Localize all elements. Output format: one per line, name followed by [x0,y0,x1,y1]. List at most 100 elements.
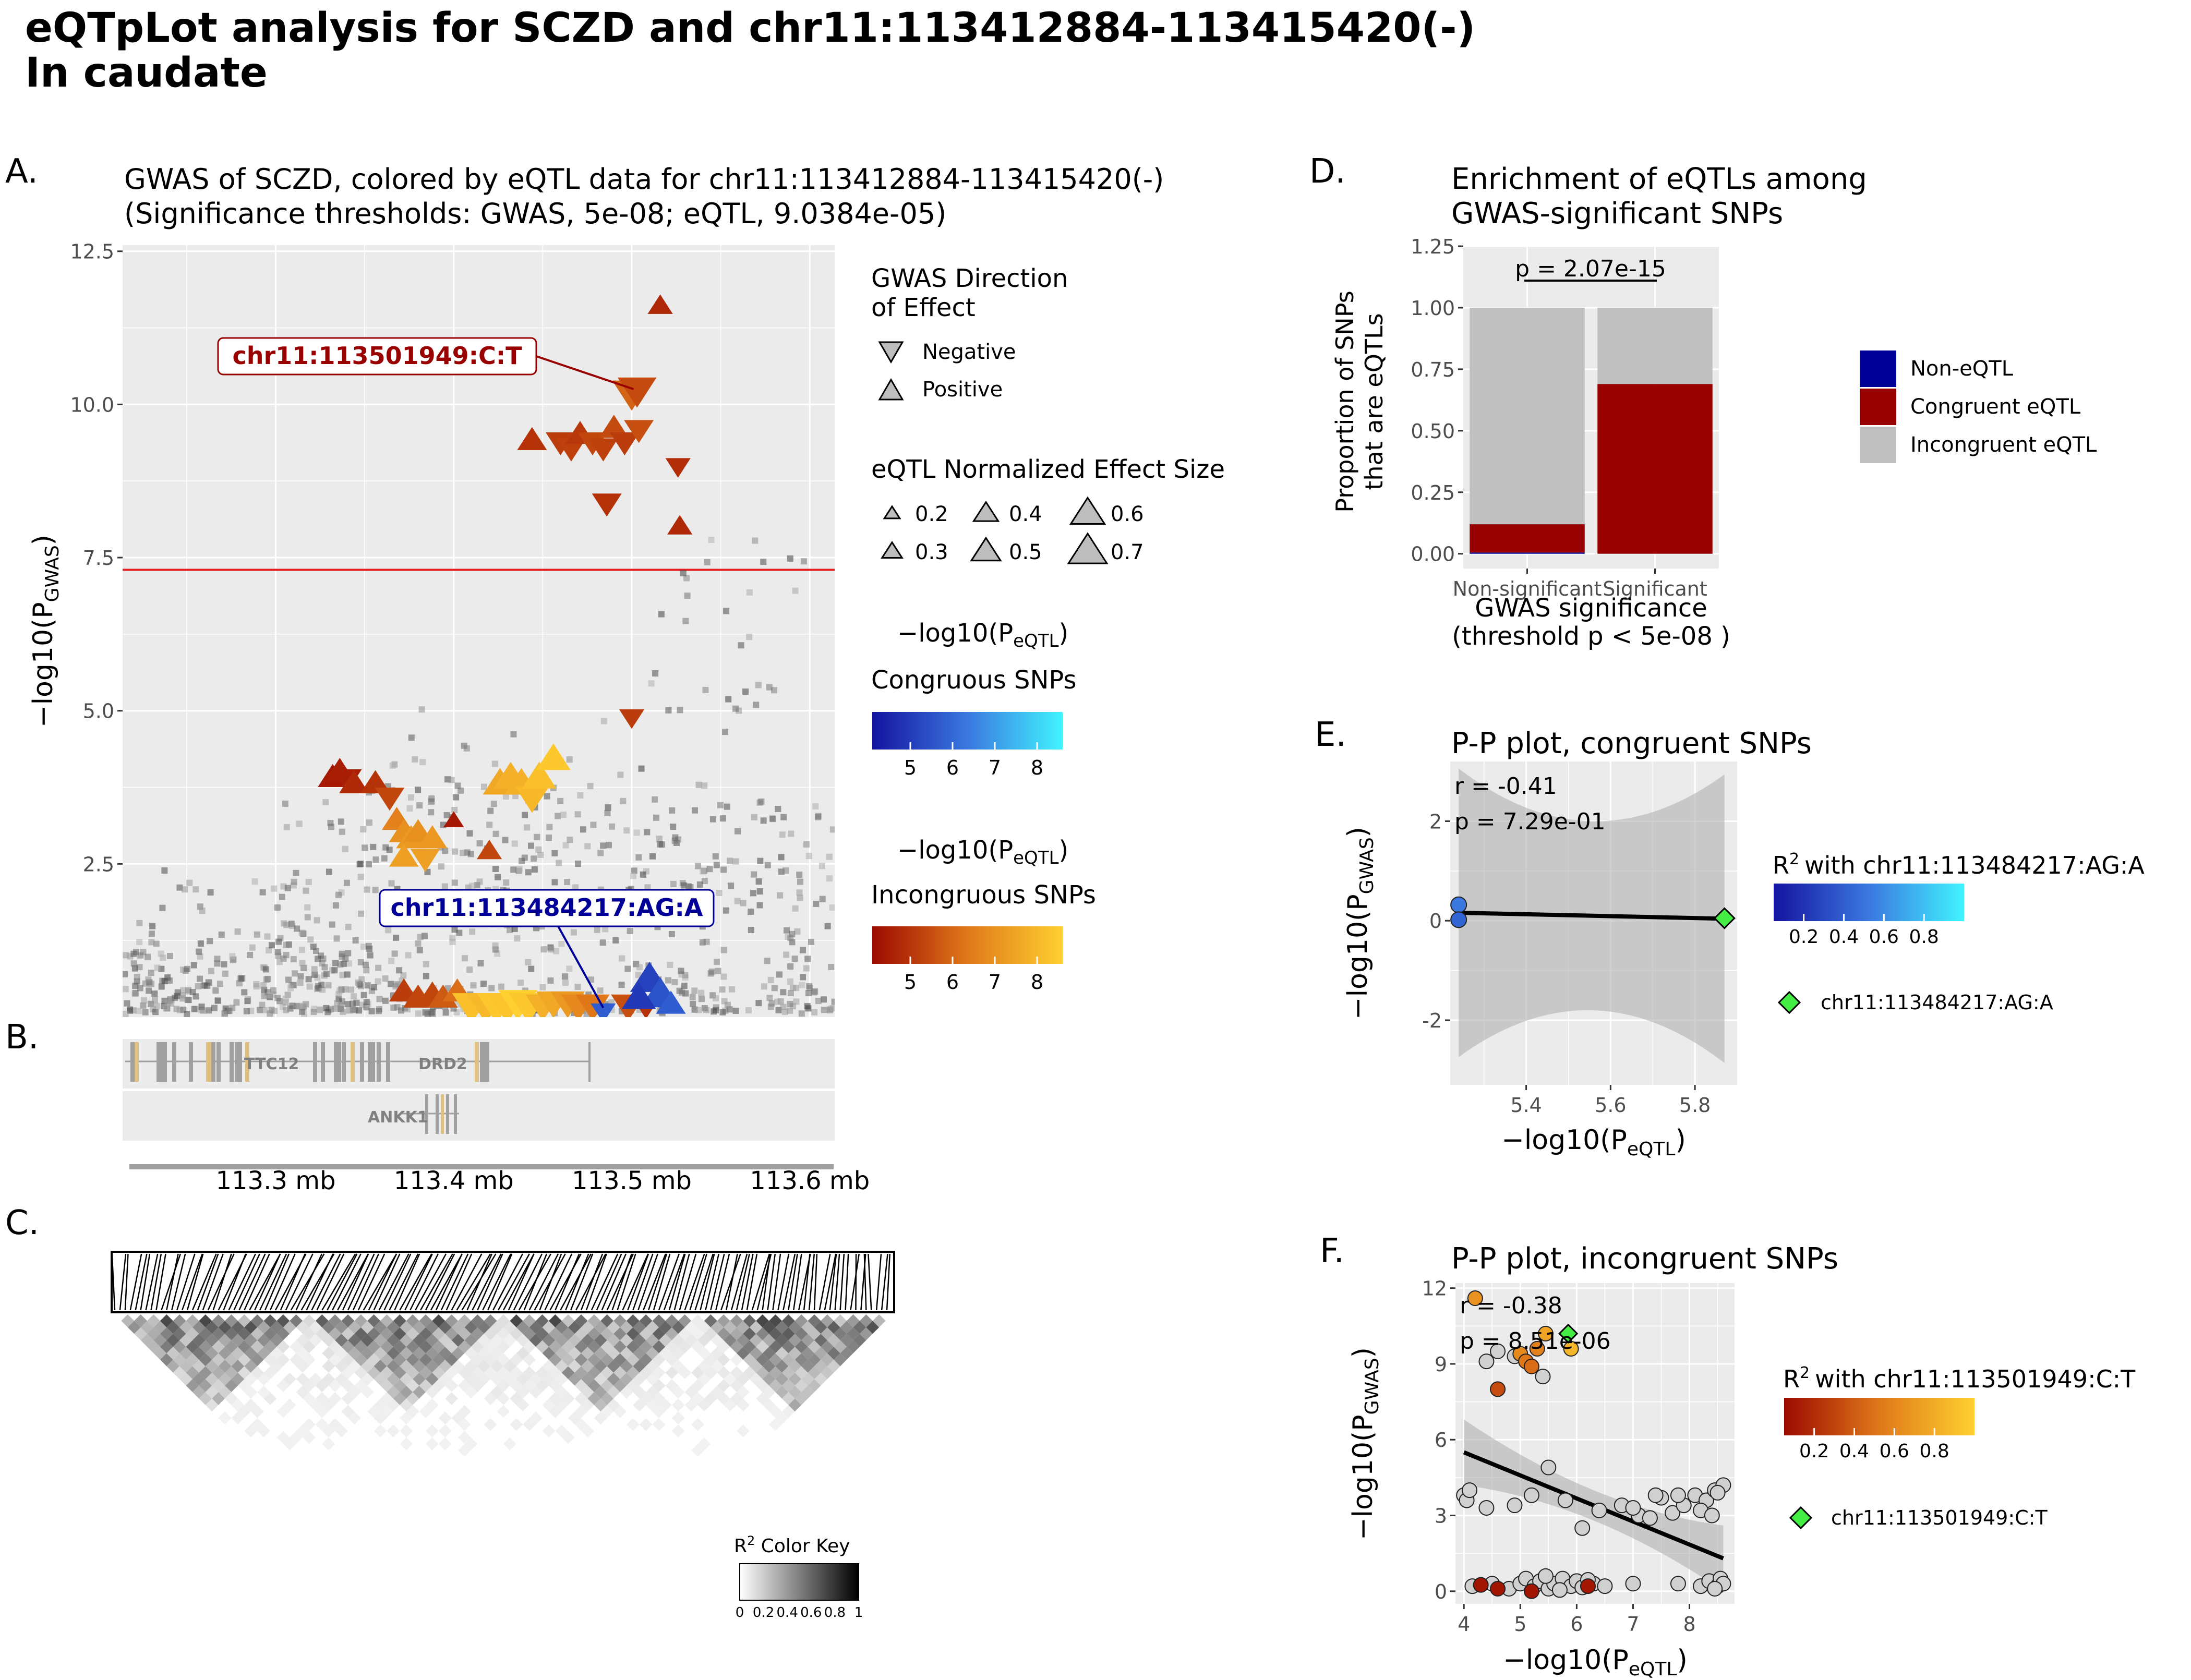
gwas-snp-point [740,900,747,907]
ld-color-key-tick-label: 0 [736,1605,744,1621]
ld-cell [671,1359,685,1373]
ld-position-line [295,1253,323,1311]
legend-swatch [1860,389,1896,425]
ld-position-line [886,1253,890,1311]
ld-cell [620,1385,633,1399]
gwas-snp-point [317,1006,323,1013]
panel-f-lead-legend-icon [1789,1506,1813,1530]
ld-position-line [249,1253,281,1311]
legend-label: Incongruent eQTL [1910,433,2097,457]
gwas-snp-point [304,914,311,921]
ld-cell [859,1314,873,1327]
ld-cell [859,1327,873,1340]
panel-a-title: GWAS of SCZD, colored by eQTL data for c… [124,163,1164,196]
eqtl-snp-triangle [588,438,618,462]
gwas-snp-point [237,975,244,982]
gwas-snp-point [706,866,713,873]
gwas-snp-point [292,970,298,977]
ld-position-line [725,1253,738,1311]
ld-cell [794,1392,808,1405]
gwas-snp-point [691,807,698,814]
y-tick-label: 1.00 [1411,297,1455,320]
gwas-snp-point [698,989,705,996]
ld-cell [814,1372,827,1386]
ld-position-line [782,1253,796,1311]
gwas-snp-point [522,812,528,818]
ld-position-line [472,1253,502,1311]
ld-cell [244,1385,258,1399]
gwas-snp-point [831,998,835,1005]
ld-cell [607,1359,620,1373]
ld-cell [413,1372,426,1386]
gwas-snp-point [331,967,338,974]
ld-cell [231,1411,245,1425]
gwas-snp-point [507,927,513,934]
gwas-snp-point [279,893,285,900]
gwas-snp-point [712,995,719,1002]
gwas-snp-point [200,1007,207,1014]
eqtl-snp-triangle [617,377,657,408]
ld-cell [769,1366,782,1380]
gwas-snp-point [311,971,318,978]
ld-position-line [238,1253,266,1311]
gwas-snp-point [294,925,300,932]
panel-d-title-1: Enrichment of eQTLs among [1451,162,1867,196]
gwas-snp-point [510,866,517,873]
ld-cell [652,1366,666,1380]
ld-cell [393,1353,406,1367]
gwas-snp-point [212,987,219,994]
gwas-snp-point [389,762,396,769]
gwas-snp-point [714,959,720,965]
gwas-snp-point [298,929,305,936]
ld-cell [374,1372,387,1386]
gwas-snp-point [229,953,236,960]
ld-cell [574,1392,588,1405]
ld-position-line [689,1253,707,1311]
gwas-snp-point [360,826,367,833]
ld-cell [438,1437,452,1451]
gwas-snp-point [716,889,723,896]
gwas-snp-point [709,816,716,823]
eqtl-snp-triangle [591,1003,616,1017]
gwas-snp-point [690,1000,696,1007]
ld-position-line [720,1253,741,1311]
ld-cell [574,1340,588,1353]
y-tick-label: 0.75 [1411,358,1455,381]
gwas-snp-point [415,787,422,793]
gwas-snp-point [480,783,487,790]
colorbar-congruous [872,712,1063,750]
ld-position-line [627,1253,649,1311]
gwas-snp-point [428,795,435,802]
gwas-snp-point [811,1009,818,1016]
gwas-snp-point [732,705,739,712]
ld-cell [497,1340,510,1353]
ld-cell [237,1405,251,1418]
gwas-snp-point [382,975,389,982]
ld-cell [315,1418,329,1431]
gwas-snp-point [727,857,733,864]
ld-position-line [845,1253,849,1311]
colorbar-tick-label: 8 [1031,971,1043,994]
panel-a-subtitle: (Significance thresholds: GWAS, 5e-08; e… [124,197,946,230]
ld-cell [432,1366,446,1380]
ld-cell [821,1327,834,1340]
panel-f-r2-colorbar [1784,1398,1975,1435]
ld-cell [594,1359,607,1373]
gwas-snp-point [609,823,616,830]
panel-e-ylabel: −log10(PGWAS) [1342,827,1378,1020]
ld-cell [147,1340,160,1353]
gwas-snp-point [702,686,709,693]
gwas-snp-point [753,702,760,708]
ld-cell [788,1359,802,1373]
gwas-snp-point [449,938,456,945]
ld-cell [322,1424,335,1437]
ld-cell [626,1353,640,1367]
y-tick-label: 0 [1435,1580,1447,1603]
ld-cell [360,1321,374,1334]
gwas-snp-point [148,930,155,937]
gwas-snp-point [415,1010,422,1017]
panel-a-y-ticks: 2.55.07.510.012.5 [70,240,123,876]
ld-cell [374,1334,387,1347]
panel-label-b: B. [5,1018,39,1057]
